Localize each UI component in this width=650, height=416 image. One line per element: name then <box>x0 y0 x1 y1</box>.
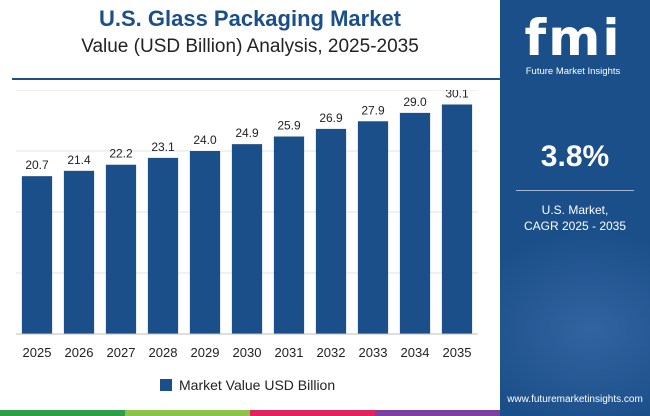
panel-map-graphic <box>500 230 650 416</box>
data-label-2025: 20.7 <box>25 158 49 172</box>
cagr-label-line2: CAGR 2025 - 2035 <box>523 219 627 233</box>
bar-2026 <box>63 170 95 334</box>
cagr-label-line1: U.S. Market, <box>541 203 609 217</box>
fmi-logo: fmi Future Market Insights <box>510 10 636 80</box>
data-label-2030: 24.9 <box>235 126 259 140</box>
bar-2034 <box>399 112 431 334</box>
bottom-bar-segment-lime <box>125 410 250 416</box>
data-label-2028: 23.1 <box>151 140 175 154</box>
bar-2031 <box>273 136 305 334</box>
bar-2028 <box>147 157 179 334</box>
chart-legend: Market Value USD Billion <box>160 377 335 393</box>
legend-swatch <box>160 379 172 391</box>
x-tick-label-2035: 2035 <box>443 345 472 360</box>
x-tick-label-2028: 2028 <box>149 345 178 360</box>
bar-2035 <box>441 104 473 334</box>
data-label-2035: 30.1 <box>445 90 469 100</box>
data-label-2029: 24.0 <box>193 133 217 147</box>
data-label-2027: 22.2 <box>109 147 133 161</box>
bar-2029 <box>189 151 221 334</box>
side-panel: fmi Future Market Insights <box>500 0 650 416</box>
legend-label: Market Value USD Billion <box>179 377 336 393</box>
x-tick-label-2033: 2033 <box>359 345 388 360</box>
bar-chart: 20.7 2025 21.4 2026 22.2 2027 23.1 2028 24.0 2029… <box>16 90 478 360</box>
bar-2032 <box>315 128 347 334</box>
bottom-bar-segment-green <box>0 410 125 416</box>
x-tick-label-2026: 2026 <box>65 345 94 360</box>
data-label-2026: 21.4 <box>67 153 91 167</box>
chart-subtitle: Value (USD Billion) Analysis, 2025-2035 <box>81 36 419 57</box>
bar-2033 <box>357 121 389 334</box>
x-tick-label-2029: 2029 <box>191 345 220 360</box>
x-tick-label-2034: 2034 <box>401 345 430 360</box>
x-tick-label-2025: 2025 <box>23 345 52 360</box>
bottom-color-bar <box>0 410 500 416</box>
bar-2027 <box>105 164 137 334</box>
x-tick-label-2030: 2030 <box>233 345 262 360</box>
title-divider <box>12 78 500 80</box>
logo-caption: Future Market Insights <box>525 66 621 77</box>
data-label-2033: 27.9 <box>361 103 385 117</box>
bar-2030 <box>231 144 263 334</box>
cagr-divider <box>516 190 634 191</box>
bottom-bar-segment-pink <box>250 410 375 416</box>
bottom-bar-segment-purple <box>375 410 500 416</box>
data-label-2034: 29.0 <box>403 95 427 109</box>
x-tick-label-2031: 2031 <box>275 345 304 360</box>
data-label-2031: 25.9 <box>277 119 301 133</box>
cagr-label: U.S. Market, CAGR 2025 - 2035 <box>500 202 650 234</box>
logo-mark: fmi <box>524 9 622 67</box>
data-label-2032: 26.9 <box>319 111 343 125</box>
x-tick-label-2027: 2027 <box>107 345 136 360</box>
bar-2025 <box>21 176 53 334</box>
x-tick-label-2032: 2032 <box>317 345 346 360</box>
cagr-value: 3.8% <box>540 140 610 173</box>
chart-title: U.S. Glass Packaging Market <box>98 6 402 31</box>
website-link[interactable]: www.futuremarketinsights.com <box>507 394 643 405</box>
